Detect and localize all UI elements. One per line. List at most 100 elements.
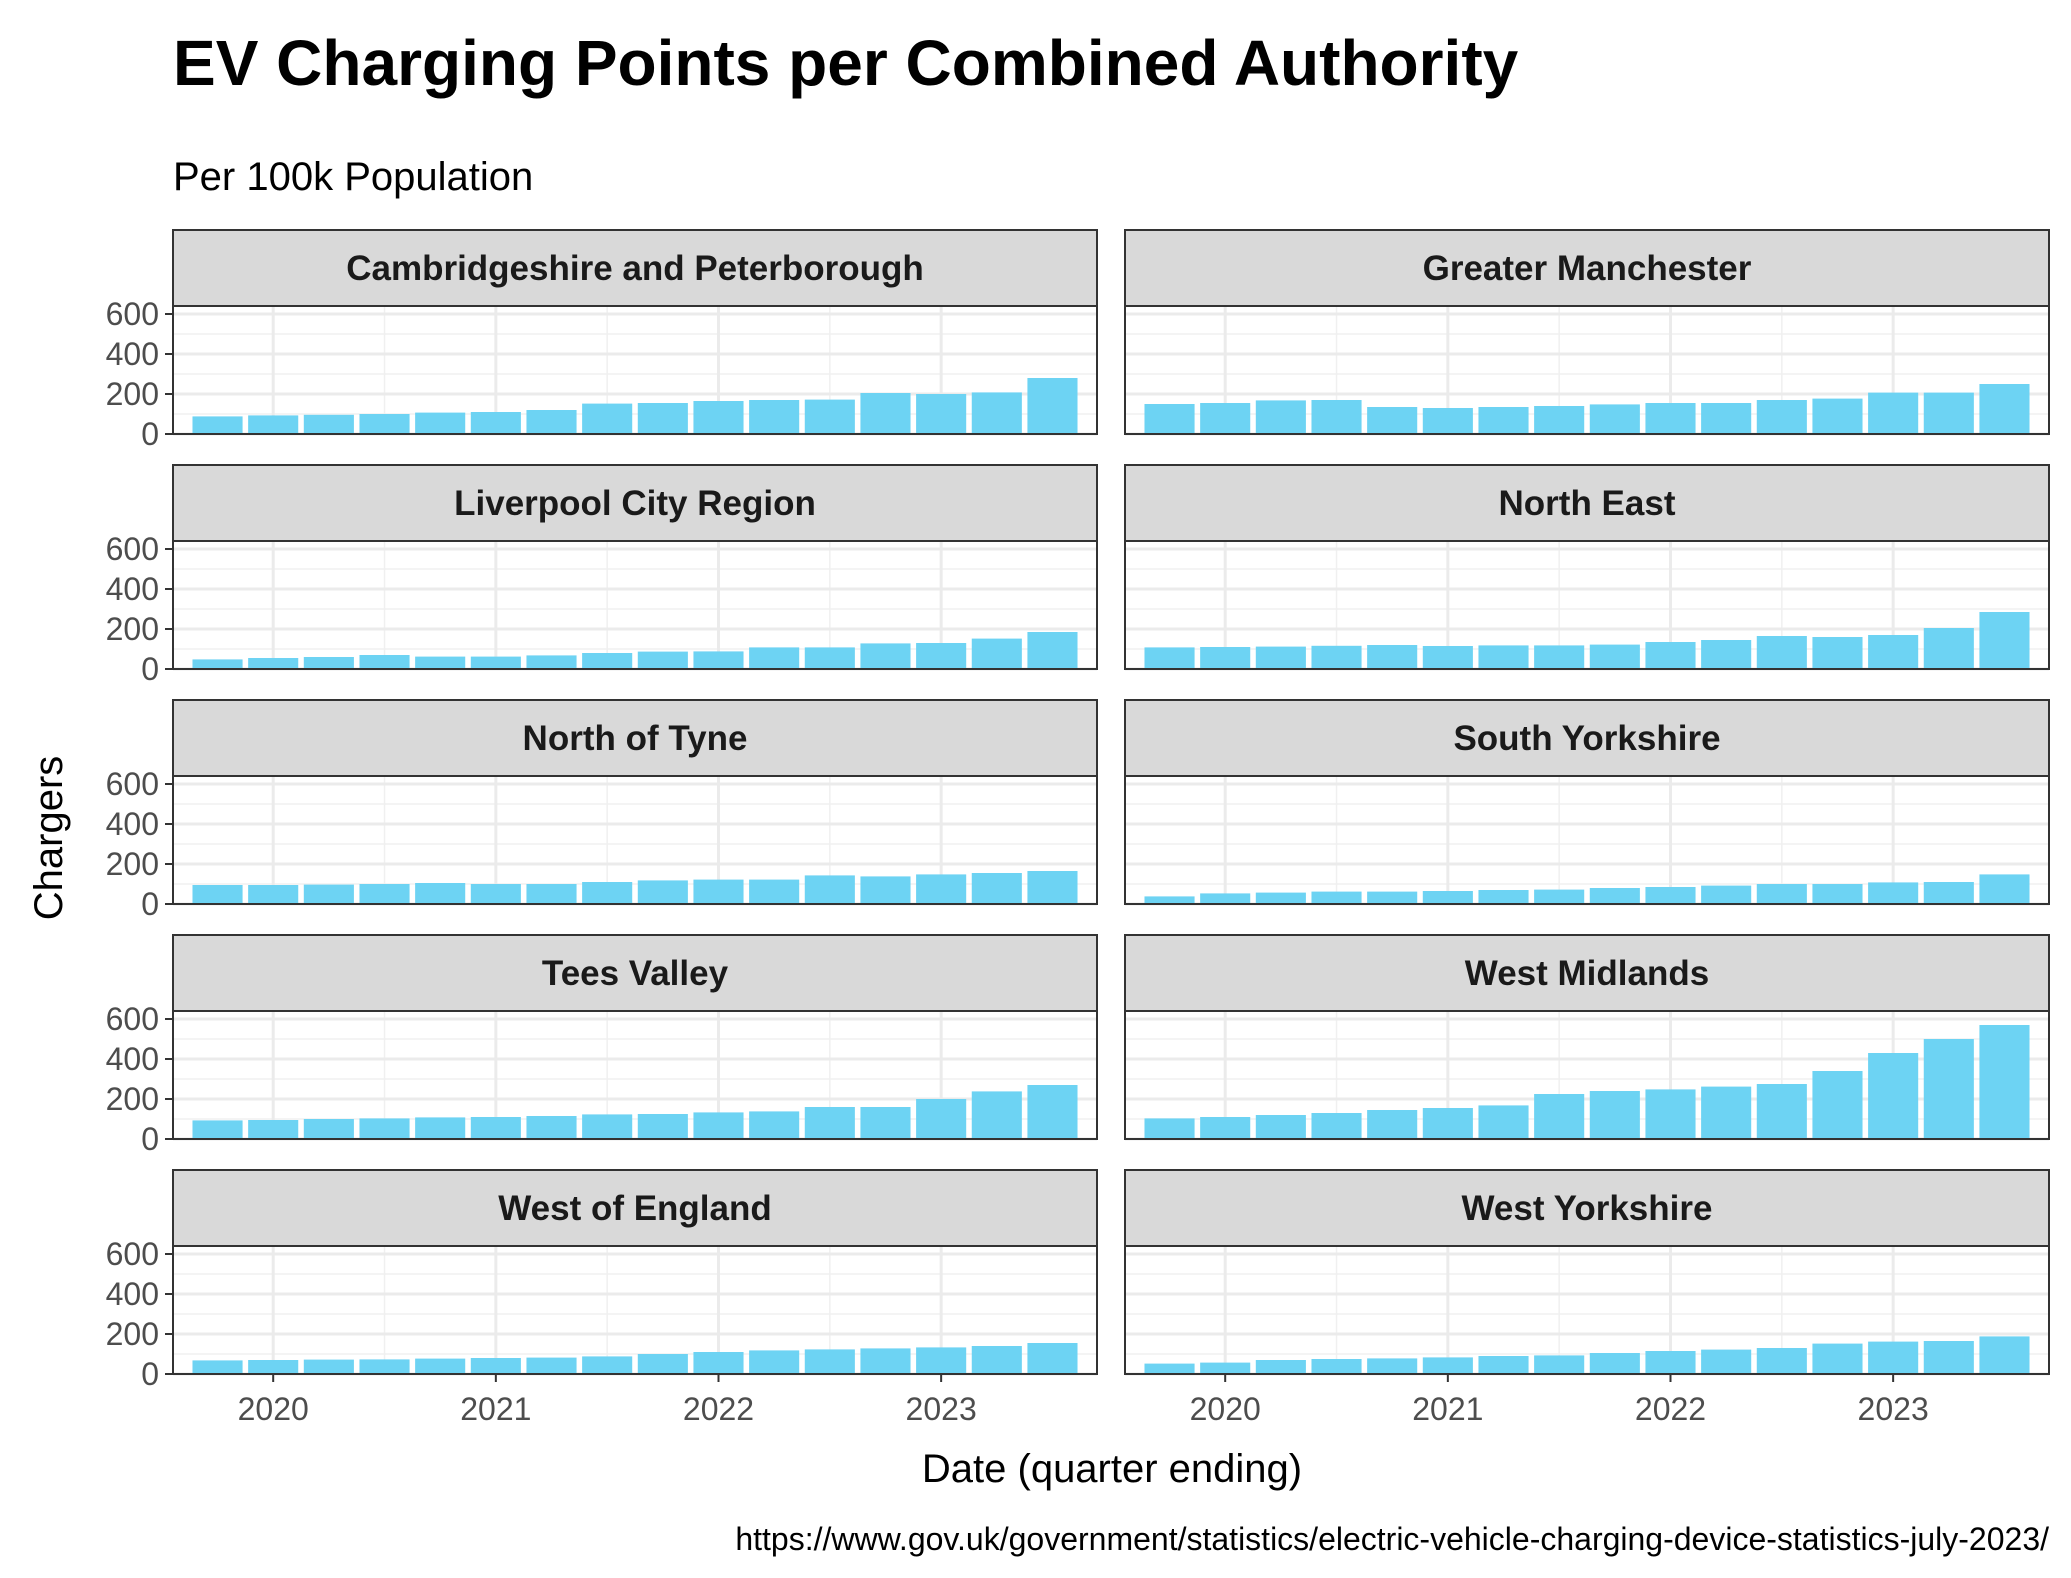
bar bbox=[1645, 403, 1696, 434]
facet-label: West Midlands bbox=[1465, 954, 1709, 993]
y-tick-label: 400 bbox=[106, 806, 159, 842]
x-tick-label: 2023 bbox=[906, 1391, 977, 1427]
bar bbox=[1534, 1355, 1585, 1374]
bar bbox=[637, 880, 688, 904]
bar bbox=[1367, 1110, 1418, 1139]
bar bbox=[582, 403, 633, 434]
y-tick-label: 0 bbox=[141, 1121, 159, 1157]
bar bbox=[1478, 407, 1529, 434]
bar bbox=[1923, 628, 1974, 669]
bar bbox=[303, 657, 354, 669]
bar bbox=[1367, 891, 1418, 904]
bar bbox=[303, 884, 354, 904]
x-tick-label: 2022 bbox=[1635, 1391, 1706, 1427]
facet-panel: Liverpool City Region 0 200 400 600 bbox=[106, 464, 1098, 687]
bar bbox=[749, 1350, 800, 1374]
bar bbox=[1478, 645, 1529, 669]
bar bbox=[1367, 645, 1418, 669]
bar bbox=[1756, 1084, 1807, 1139]
x-axis-title: Date (quarter ending) bbox=[922, 1447, 1302, 1491]
facet-panel: West Midlands bbox=[1124, 934, 2050, 1141]
bar bbox=[804, 647, 855, 669]
bar bbox=[860, 876, 911, 904]
bar bbox=[1255, 646, 1306, 669]
bar bbox=[470, 1358, 521, 1374]
bar bbox=[1534, 889, 1585, 904]
y-tick-label: 200 bbox=[106, 1316, 159, 1352]
bar bbox=[1311, 400, 1362, 434]
facet-panel: Greater Manchester bbox=[1124, 229, 2050, 436]
y-tick-label: 600 bbox=[106, 1001, 159, 1037]
y-tick-label: 200 bbox=[106, 846, 159, 882]
bar bbox=[1367, 1358, 1418, 1374]
bar bbox=[749, 647, 800, 669]
bar bbox=[192, 416, 243, 434]
bar bbox=[1422, 1357, 1473, 1374]
panel-border bbox=[1124, 1010, 2050, 1140]
bar bbox=[192, 885, 243, 904]
y-tick-label: 400 bbox=[106, 1276, 159, 1312]
bar bbox=[1923, 882, 1974, 904]
bar bbox=[749, 879, 800, 904]
bar bbox=[1812, 1071, 1863, 1139]
bar bbox=[637, 651, 688, 669]
bar bbox=[1422, 646, 1473, 669]
bar bbox=[582, 653, 633, 669]
bar bbox=[1534, 645, 1585, 669]
bar bbox=[192, 1360, 243, 1374]
bar bbox=[1311, 1359, 1362, 1374]
bar bbox=[1756, 636, 1807, 669]
bar bbox=[1979, 874, 2030, 904]
panel-border bbox=[1124, 775, 2050, 905]
bar bbox=[916, 1099, 967, 1139]
facet-label: Tees Valley bbox=[542, 954, 729, 993]
bar bbox=[1534, 1094, 1585, 1139]
facet-label: West of England bbox=[498, 1189, 772, 1228]
bar bbox=[1144, 404, 1195, 434]
bar bbox=[1645, 1351, 1696, 1374]
bar bbox=[916, 874, 967, 904]
y-tick-label: 200 bbox=[106, 1081, 159, 1117]
bar bbox=[470, 656, 521, 669]
bar bbox=[637, 1354, 688, 1374]
y-tick-label: 600 bbox=[106, 531, 159, 567]
bar bbox=[860, 1107, 911, 1139]
bar bbox=[526, 1357, 577, 1374]
facet-strip bbox=[172, 229, 1098, 307]
bar bbox=[359, 1359, 410, 1374]
y-tick-label: 200 bbox=[106, 376, 159, 412]
bar bbox=[971, 1346, 1022, 1374]
panel-border bbox=[172, 775, 1098, 905]
bar bbox=[916, 643, 967, 669]
y-tick-label: 200 bbox=[106, 611, 159, 647]
bar bbox=[192, 1120, 243, 1139]
y-tick-label: 600 bbox=[106, 1236, 159, 1272]
bar bbox=[749, 1111, 800, 1139]
bar bbox=[1534, 406, 1585, 434]
bar bbox=[526, 655, 577, 669]
bar bbox=[1027, 632, 1078, 669]
bar bbox=[1701, 403, 1752, 434]
bar bbox=[1422, 891, 1473, 904]
bar bbox=[1812, 1343, 1863, 1374]
bar bbox=[1923, 1039, 1974, 1139]
bar bbox=[1701, 1086, 1752, 1139]
bar bbox=[1589, 1091, 1640, 1139]
bar bbox=[526, 884, 577, 904]
y-tick-label: 400 bbox=[106, 336, 159, 372]
y-tick-label: 600 bbox=[106, 296, 159, 332]
bar bbox=[1868, 392, 1919, 434]
bar bbox=[470, 1117, 521, 1139]
bar bbox=[971, 873, 1022, 904]
bar bbox=[1701, 885, 1752, 904]
facet-label: North East bbox=[1499, 484, 1676, 523]
bar bbox=[1589, 888, 1640, 904]
bar bbox=[971, 638, 1022, 669]
chart-subtitle: Per 100k Population bbox=[173, 155, 533, 199]
bar bbox=[1144, 1363, 1195, 1374]
bar bbox=[1367, 407, 1418, 434]
bar bbox=[1255, 1360, 1306, 1374]
bar bbox=[1027, 1085, 1078, 1139]
bar bbox=[1979, 1336, 2030, 1374]
facet-label: West Yorkshire bbox=[1462, 1189, 1713, 1228]
